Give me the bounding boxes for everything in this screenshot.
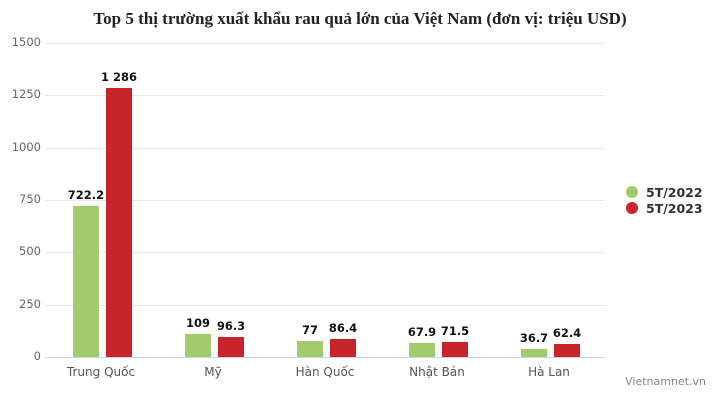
data-label: 71.5 bbox=[440, 324, 470, 339]
legend-item-2022[interactable]: 5T/2022 bbox=[626, 184, 703, 200]
x-tick-label: Trung Quốc bbox=[66, 365, 136, 379]
x-tick-label: Nhật Bản bbox=[409, 365, 465, 379]
y-tick-label: 1250 bbox=[11, 87, 41, 102]
bar[interactable] bbox=[185, 334, 211, 357]
legend-dot-icon bbox=[626, 186, 638, 198]
data-label: 67.9 bbox=[407, 324, 437, 339]
gridline bbox=[45, 95, 605, 96]
y-tick-label: 1500 bbox=[11, 35, 41, 49]
data-label: 62.4 bbox=[552, 325, 582, 340]
gridline bbox=[45, 43, 605, 44]
data-label: 722.2 bbox=[67, 187, 105, 202]
x-tick-label: Hàn Quốc bbox=[295, 365, 355, 379]
y-tick-label: 750 bbox=[19, 192, 41, 206]
y-tick-label: 0 bbox=[33, 349, 41, 363]
x-axis-line bbox=[45, 357, 605, 358]
y-tick-label: 250 bbox=[19, 296, 41, 311]
bar[interactable] bbox=[106, 87, 132, 357]
bar[interactable] bbox=[218, 336, 244, 357]
bar[interactable] bbox=[73, 205, 99, 357]
y-tick-label: 1000 bbox=[11, 139, 41, 154]
gridline bbox=[45, 148, 605, 149]
legend: 5T/2022 5T/2023 bbox=[626, 184, 703, 216]
gridline bbox=[45, 200, 605, 201]
gridline bbox=[45, 305, 605, 306]
data-label: 86.4 bbox=[328, 320, 358, 335]
legend-label: 5T/2023 bbox=[646, 200, 703, 216]
bar[interactable] bbox=[521, 349, 547, 357]
data-label: 96.3 bbox=[216, 318, 246, 333]
x-tick-label: Hà Lan bbox=[528, 365, 570, 379]
bar[interactable] bbox=[554, 343, 580, 357]
bar[interactable] bbox=[297, 340, 323, 357]
y-tick-label: 500 bbox=[19, 244, 41, 259]
chart-title: Top 5 thị trường xuất khẩu rau quả lớn c… bbox=[93, 9, 627, 28]
bar[interactable] bbox=[442, 342, 468, 357]
bar[interactable] bbox=[409, 342, 435, 357]
legend-dot-icon bbox=[626, 202, 638, 214]
gridline bbox=[45, 252, 605, 253]
legend-label: 5T/2022 bbox=[646, 184, 703, 200]
data-label: 1 286 bbox=[100, 69, 137, 84]
legend-item-2023[interactable]: 5T/2023 bbox=[626, 200, 703, 216]
data-label: 77 bbox=[301, 322, 318, 337]
source-credit: Vietnamnet.vn bbox=[625, 375, 706, 388]
bar[interactable] bbox=[330, 338, 356, 357]
data-label: 109 bbox=[185, 316, 210, 331]
x-tick-label: Mỹ bbox=[204, 365, 222, 379]
data-label: 36.7 bbox=[519, 331, 549, 346]
